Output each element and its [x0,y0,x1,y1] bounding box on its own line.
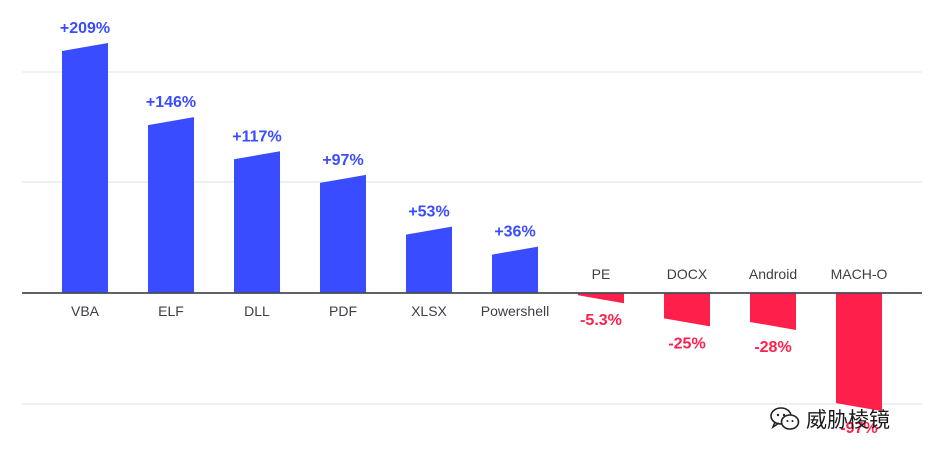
wechat-icon [770,407,800,430]
bar [148,117,194,293]
value-label: +36% [494,224,535,241]
value-label: -5.3% [580,312,622,329]
category-label: PE [592,266,611,282]
category-label: Android [749,266,797,282]
value-label: -97% [840,420,877,437]
category-label: MACH-O [831,266,888,282]
bar [578,293,624,304]
value-label: +209% [60,20,110,37]
value-label: +146% [146,94,196,111]
bar [406,226,452,293]
value-label: +53% [408,204,449,221]
category-label: XLSX [411,303,447,319]
category-label: Powershell [481,303,549,319]
value-label: -25% [668,335,705,352]
bar [750,293,796,330]
value-label: -28% [754,339,791,356]
bar [664,293,710,327]
watermark: 威胁棱镜 [770,404,890,434]
category-label: DLL [244,303,270,319]
bar [836,293,882,412]
value-label: +97% [322,152,363,169]
bar [234,151,280,293]
category-label: VBA [71,303,100,319]
bar [62,43,108,293]
bar [320,174,366,293]
watermark-text: 威胁棱镜 [806,408,890,432]
category-label: PDF [329,303,357,319]
category-label: DOCX [667,266,708,282]
category-label: ELF [158,303,184,319]
value-label: +117% [232,128,281,145]
bar [492,246,538,293]
